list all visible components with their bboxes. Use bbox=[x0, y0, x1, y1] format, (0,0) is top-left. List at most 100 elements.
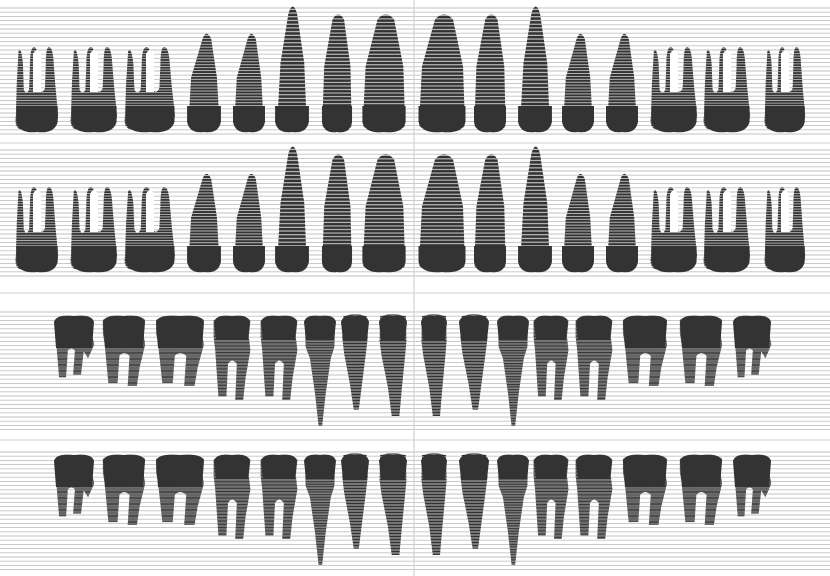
tooth-crown bbox=[16, 246, 58, 273]
tooth-crown bbox=[125, 106, 175, 133]
tooth-incisor2[interactable] bbox=[474, 154, 506, 273]
tooth-premolar1[interactable] bbox=[563, 33, 593, 130]
tooth-premolar2[interactable] bbox=[188, 33, 220, 130]
pulp-slot bbox=[670, 190, 678, 232]
tooth-canine[interactable] bbox=[304, 315, 336, 426]
tooth-premolar2[interactable] bbox=[607, 33, 637, 130]
tooth-crown bbox=[214, 315, 250, 340]
tooth-crown bbox=[187, 246, 221, 273]
tooth-crown bbox=[54, 315, 94, 348]
tooth-crown bbox=[765, 106, 805, 133]
tooth-crown bbox=[623, 454, 667, 487]
tooth-crown bbox=[765, 246, 805, 273]
pulp-slot bbox=[146, 190, 154, 232]
tooth-canine[interactable] bbox=[304, 454, 336, 565]
tooth-incisor1[interactable] bbox=[362, 154, 406, 273]
tooth-crown bbox=[214, 454, 250, 479]
tooth-crown bbox=[125, 246, 175, 273]
tooth-crown bbox=[261, 454, 297, 479]
tooth-crown bbox=[534, 315, 568, 340]
pulp-slot bbox=[670, 50, 678, 92]
tooth-premolar1[interactable] bbox=[234, 173, 264, 270]
pulp-slot bbox=[146, 50, 154, 92]
tooth-crown bbox=[459, 454, 489, 479]
tooth-crown bbox=[497, 315, 529, 340]
tooth-crown bbox=[275, 246, 309, 273]
tooth-canine[interactable] bbox=[497, 454, 529, 565]
pulp-slot bbox=[723, 50, 731, 92]
tooth-crown bbox=[418, 106, 466, 133]
tooth-crown bbox=[71, 246, 117, 273]
tooth-crown bbox=[623, 315, 667, 348]
tooth-incisor2[interactable] bbox=[474, 14, 506, 133]
tooth-canine[interactable] bbox=[277, 6, 307, 131]
pulp-slot bbox=[781, 50, 789, 92]
tooth-incisor1[interactable] bbox=[419, 14, 465, 133]
tooth-crown bbox=[304, 315, 336, 340]
tooth-crown bbox=[379, 454, 407, 479]
tooth-crown bbox=[518, 246, 552, 273]
tooth-crown bbox=[651, 106, 697, 133]
tooth-crown bbox=[704, 246, 750, 273]
tooth-incisor2[interactable] bbox=[322, 14, 352, 133]
tooth-canine[interactable] bbox=[520, 146, 550, 271]
tooth-crown bbox=[459, 315, 489, 340]
tooth-canine[interactable] bbox=[497, 315, 529, 426]
tooth-crown bbox=[233, 246, 265, 273]
tooth-crown bbox=[379, 315, 407, 340]
tooth-crown bbox=[733, 454, 771, 487]
tooth-crown bbox=[418, 246, 466, 273]
tooth-crown bbox=[576, 454, 612, 479]
tooth-premolar1[interactable] bbox=[234, 33, 264, 130]
tooth-crown bbox=[680, 315, 722, 348]
tooth-crown bbox=[362, 246, 406, 273]
tooth-crown bbox=[562, 106, 594, 133]
tooth-crown bbox=[156, 454, 204, 487]
tooth-crown bbox=[187, 106, 221, 133]
tooth-crown bbox=[321, 246, 353, 273]
tooth-crown bbox=[304, 454, 336, 479]
tooth-crown bbox=[321, 106, 353, 133]
tooth-premolar1[interactable] bbox=[563, 173, 593, 270]
tooth-incisor1[interactable] bbox=[419, 154, 465, 273]
tooth-crown bbox=[103, 454, 145, 487]
tooth-crown bbox=[497, 454, 529, 479]
pulp-slot bbox=[723, 190, 731, 232]
tooth-canine[interactable] bbox=[520, 6, 550, 131]
pulp-slot bbox=[781, 190, 789, 232]
tooth-crown bbox=[421, 454, 447, 479]
tooth-premolar2[interactable] bbox=[607, 173, 637, 270]
pulp-slot bbox=[90, 190, 98, 232]
tooth-crown bbox=[562, 246, 594, 273]
tooth-crown bbox=[704, 106, 750, 133]
tooth-crown bbox=[54, 454, 94, 487]
tooth-crown bbox=[474, 246, 506, 273]
tooth-crown bbox=[474, 106, 506, 133]
tooth-crown bbox=[606, 246, 638, 273]
tooth-crown bbox=[341, 454, 369, 479]
tooth-row-lower-buccal bbox=[54, 314, 772, 426]
tooth-crown bbox=[16, 106, 58, 133]
tooth-crown bbox=[362, 106, 406, 133]
tooth-incisor2[interactable] bbox=[322, 154, 352, 273]
tooth-crown bbox=[606, 106, 638, 133]
tooth-crown bbox=[518, 106, 552, 133]
tooth-crown bbox=[71, 106, 117, 133]
tooth-crown bbox=[341, 315, 369, 340]
tooth-crown bbox=[576, 315, 612, 340]
tooth-crown bbox=[261, 315, 297, 340]
tooth-crown bbox=[156, 315, 204, 348]
tooth-crown bbox=[534, 454, 568, 479]
pulp-slot bbox=[90, 50, 98, 92]
tooth-row-lower-lingual bbox=[54, 453, 772, 565]
tooth-crown bbox=[680, 454, 722, 487]
tooth-crown bbox=[275, 106, 309, 133]
tooth-crown bbox=[103, 315, 145, 348]
tooth-canine[interactable] bbox=[277, 146, 307, 271]
tooth-premolar2[interactable] bbox=[188, 173, 220, 270]
tooth-crown bbox=[733, 315, 771, 348]
tooth-crown bbox=[421, 315, 447, 340]
tooth-incisor1[interactable] bbox=[362, 14, 406, 133]
